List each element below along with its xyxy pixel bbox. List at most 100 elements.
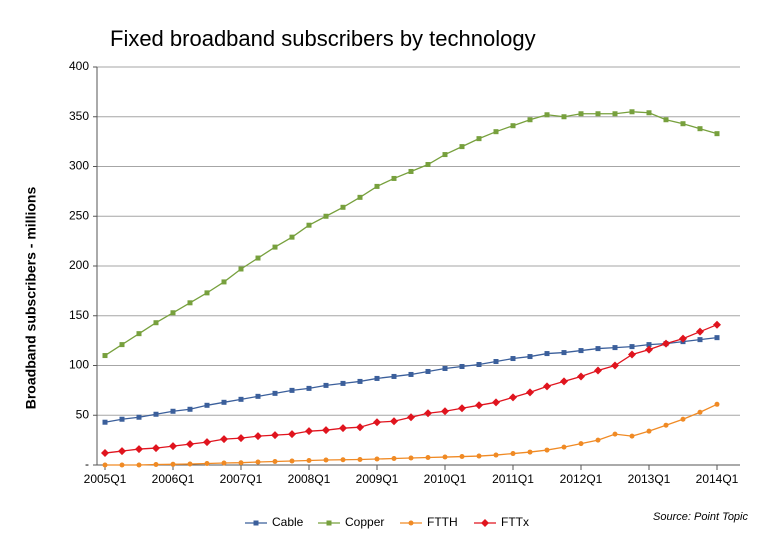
point	[374, 375, 380, 381]
point	[186, 440, 194, 449]
point	[492, 398, 500, 407]
point	[322, 426, 330, 435]
point	[425, 162, 431, 168]
point	[714, 401, 720, 407]
point	[169, 442, 177, 451]
point	[357, 378, 363, 384]
point	[101, 449, 109, 458]
point	[305, 427, 313, 436]
point	[510, 451, 516, 457]
point	[255, 393, 261, 399]
point	[221, 279, 227, 285]
series-line	[104, 111, 718, 357]
y-tick-label: 150	[69, 308, 89, 322]
point	[663, 117, 669, 123]
point	[102, 419, 108, 425]
point	[391, 373, 397, 379]
point	[340, 204, 346, 210]
point	[102, 462, 108, 468]
point	[561, 444, 567, 450]
point	[254, 432, 262, 441]
y-tick-label: 400	[69, 59, 89, 73]
series-line	[104, 324, 718, 454]
point	[221, 399, 227, 405]
point	[561, 350, 567, 356]
point	[629, 344, 635, 350]
point	[459, 144, 465, 150]
point	[442, 454, 448, 460]
series-line	[104, 336, 718, 423]
point	[204, 461, 210, 467]
point	[119, 342, 125, 348]
point	[204, 290, 210, 296]
point	[306, 385, 312, 391]
point	[510, 356, 516, 362]
x-tick-label: 2006Q1	[152, 472, 195, 486]
point	[595, 437, 601, 443]
point	[288, 430, 296, 439]
point	[119, 462, 125, 468]
point	[326, 520, 332, 526]
point	[628, 350, 636, 359]
point	[255, 255, 261, 261]
point	[629, 433, 635, 439]
y-tick-label: -	[85, 457, 89, 471]
point	[509, 393, 517, 402]
point	[425, 455, 431, 461]
point	[646, 342, 652, 348]
point	[238, 460, 244, 466]
point	[578, 441, 584, 447]
point	[253, 520, 259, 526]
point	[323, 382, 329, 388]
x-tick-label: 2005Q1	[84, 472, 127, 486]
point	[408, 520, 414, 526]
point	[153, 411, 159, 417]
point	[272, 390, 278, 396]
point	[526, 388, 534, 397]
point	[203, 438, 211, 447]
point	[680, 416, 686, 422]
point	[493, 129, 499, 135]
point	[714, 131, 720, 137]
point	[595, 346, 601, 352]
point	[476, 362, 482, 368]
point	[442, 365, 448, 371]
y-tick-label: 350	[69, 109, 89, 123]
legend-label: FTTx	[501, 515, 529, 529]
point	[577, 372, 585, 381]
chart-title: Fixed broadband subscribers by technolog…	[110, 26, 536, 51]
point	[697, 126, 703, 132]
point	[340, 457, 346, 463]
point	[289, 458, 295, 464]
y-tick-label: 250	[69, 208, 89, 222]
x-tick-label: 2011Q1	[492, 472, 534, 486]
y-tick-label: 100	[69, 358, 89, 372]
point	[339, 424, 347, 433]
point	[594, 366, 602, 375]
point	[612, 431, 618, 437]
point	[408, 168, 414, 174]
point	[289, 234, 295, 240]
point	[237, 434, 245, 443]
point	[374, 183, 380, 189]
y-tick-label: 50	[76, 407, 90, 421]
point	[136, 331, 142, 337]
point	[629, 109, 635, 115]
point	[391, 456, 397, 462]
point	[425, 368, 431, 374]
point	[442, 152, 448, 158]
point	[187, 406, 193, 412]
point	[527, 117, 533, 123]
point	[543, 382, 551, 391]
point	[390, 417, 398, 426]
point	[153, 462, 159, 468]
point	[612, 111, 618, 117]
y-tick-label: 200	[69, 258, 89, 272]
point	[118, 447, 126, 456]
point	[696, 327, 704, 336]
x-tick-label: 2013Q1	[628, 472, 671, 486]
point	[323, 213, 329, 219]
point	[679, 334, 687, 343]
point	[357, 194, 363, 200]
